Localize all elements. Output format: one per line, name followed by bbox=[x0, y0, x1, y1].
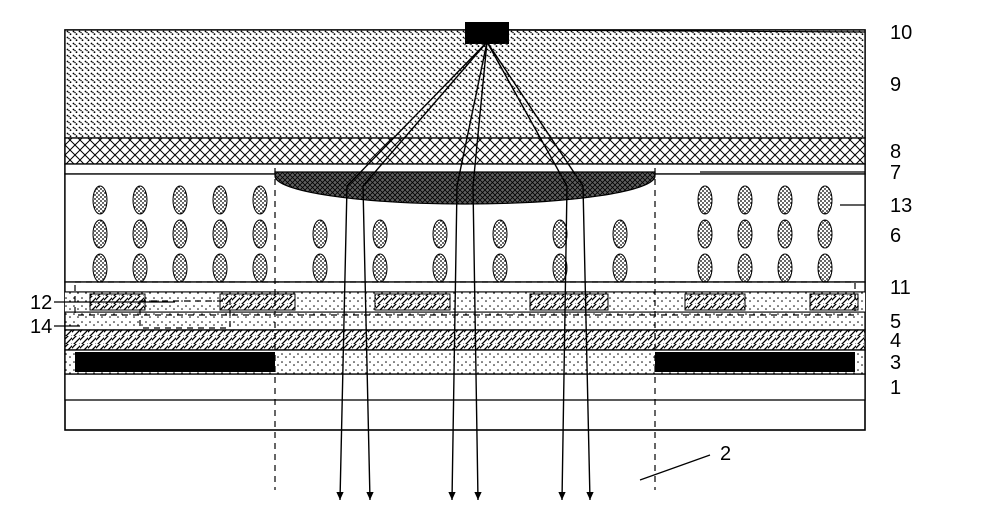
layer-layer4 bbox=[65, 330, 865, 350]
lc-molecule bbox=[698, 254, 712, 282]
label-layer9: 9 bbox=[890, 74, 901, 96]
lc-molecule bbox=[433, 254, 447, 282]
lc-molecule bbox=[433, 220, 447, 248]
label-layer8: 8 bbox=[890, 141, 901, 163]
lc-molecule bbox=[133, 254, 147, 282]
ray-arrow bbox=[448, 492, 455, 500]
electrode-1 bbox=[220, 294, 295, 310]
lc-molecule bbox=[173, 220, 187, 248]
lc-molecule bbox=[778, 254, 792, 282]
lc-molecule bbox=[133, 186, 147, 214]
lc-molecule bbox=[253, 220, 267, 248]
lc-molecule bbox=[213, 254, 227, 282]
lc-molecule bbox=[493, 220, 507, 248]
ray-arrow bbox=[558, 492, 565, 500]
layer-layer9 bbox=[65, 30, 865, 138]
label-layer6: 6 bbox=[890, 225, 901, 247]
lc-molecule bbox=[313, 220, 327, 248]
lc-molecule bbox=[253, 186, 267, 214]
electrode-5 bbox=[810, 294, 858, 310]
lc-molecule bbox=[818, 254, 832, 282]
lc-molecule bbox=[93, 220, 107, 248]
ray-arrow bbox=[366, 492, 373, 500]
lc-molecule bbox=[738, 220, 752, 248]
lc-molecule bbox=[698, 186, 712, 214]
label-layer12row-left: 12 bbox=[30, 292, 52, 314]
lc-molecule bbox=[778, 186, 792, 214]
lc-molecule bbox=[818, 220, 832, 248]
diagram-canvas: 9876131112514431102 bbox=[0, 0, 1000, 527]
lc-molecule bbox=[93, 254, 107, 282]
label-10: 10 bbox=[890, 22, 912, 44]
ray-arrow bbox=[474, 492, 481, 500]
label-2: 2 bbox=[720, 443, 731, 465]
lc-molecule bbox=[698, 220, 712, 248]
electrode-3 bbox=[530, 294, 608, 310]
lc-molecule bbox=[373, 220, 387, 248]
label-layer14-left: 14 bbox=[30, 316, 52, 338]
lc-molecule bbox=[93, 186, 107, 214]
label-layer7: 7 bbox=[890, 162, 901, 184]
lc-molecule bbox=[553, 220, 567, 248]
lc-molecule bbox=[818, 186, 832, 214]
top-sensor-block bbox=[465, 22, 509, 44]
ray-arrow bbox=[336, 492, 343, 500]
lc-molecule bbox=[173, 186, 187, 214]
lc-molecule bbox=[738, 254, 752, 282]
lc-molecule bbox=[738, 186, 752, 214]
label-layer11: 11 bbox=[890, 277, 911, 299]
lc-molecule bbox=[613, 254, 627, 282]
lc-molecule bbox=[173, 254, 187, 282]
black-bar-1 bbox=[655, 352, 855, 372]
lc-molecule bbox=[213, 220, 227, 248]
electrode-4 bbox=[685, 294, 745, 310]
lc-molecule bbox=[313, 254, 327, 282]
lc-molecule bbox=[373, 254, 387, 282]
layer-layer11 bbox=[65, 282, 865, 292]
layer-layer1 bbox=[65, 374, 865, 400]
lc-molecule bbox=[613, 220, 627, 248]
black-bar-0 bbox=[75, 352, 275, 372]
label-layer3: 3 bbox=[890, 352, 901, 374]
lc-molecule bbox=[213, 186, 227, 214]
electrode-2 bbox=[375, 294, 450, 310]
lc-molecule bbox=[778, 220, 792, 248]
lc-molecule bbox=[253, 254, 267, 282]
label-layer13: 13 bbox=[890, 195, 912, 217]
label-layer4: 4 bbox=[890, 330, 901, 352]
ray-arrow bbox=[586, 492, 593, 500]
lc-molecule bbox=[493, 254, 507, 282]
lc-molecule bbox=[133, 220, 147, 248]
label-layer1: 1 bbox=[890, 377, 901, 399]
leader-2 bbox=[640, 455, 710, 480]
